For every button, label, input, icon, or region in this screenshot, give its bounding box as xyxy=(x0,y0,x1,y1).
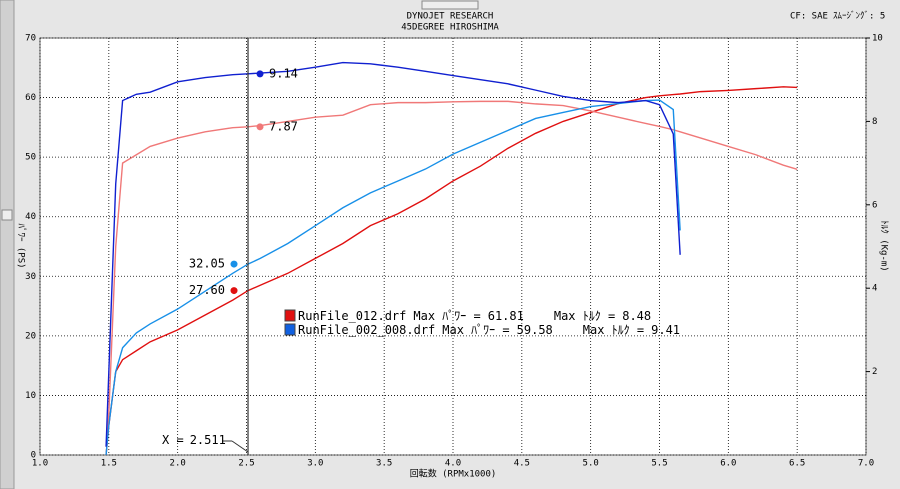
scroll-button[interactable] xyxy=(1,209,13,221)
value-label: 32.05 xyxy=(189,257,225,271)
x-tick-label: 3.0 xyxy=(307,459,323,469)
x-axis-label: 回転数 (RPMx1000) xyxy=(410,468,497,480)
subtitle: 45DEGREE HIROSHIMA xyxy=(401,23,499,33)
legend-power-text: Max ﾊﾟﾜｰ = xyxy=(413,309,480,323)
x-tick-label: 6.0 xyxy=(720,459,736,469)
left-scroll-strip xyxy=(0,0,15,489)
x-tick-label: 1.5 xyxy=(101,459,117,469)
y-tick-label: 40 xyxy=(25,212,36,222)
title: DYNOJET RESEARCH xyxy=(407,12,494,22)
legend-torque-text: Max ﾄﾙｸ = xyxy=(583,323,644,337)
y-tick-label: 60 xyxy=(25,93,36,103)
y-tick-label: 30 xyxy=(25,272,36,282)
series-line xyxy=(105,100,798,447)
legend-entry: RunFile_012.drf Max ﾊﾟﾜｰ = 61.81 Max ﾄﾙｸ = 8… xyxy=(298,309,651,323)
legend-torque-text: Max ﾄﾙｸ = xyxy=(554,309,615,323)
x-tick-label: 2.5 xyxy=(238,459,254,469)
legend-max-power: 59.58 xyxy=(517,323,553,337)
x-tick-label: 4.5 xyxy=(514,459,530,469)
x-tick-label: 6.5 xyxy=(789,459,805,469)
y-tick-label: 70 xyxy=(25,34,36,44)
y2-tick-label: 6 xyxy=(872,200,877,210)
y-tick-label: 20 xyxy=(25,331,36,341)
y2-axis-label: ﾄﾙｸ (Kg-m) xyxy=(879,220,890,271)
y-axis-label: ﾊﾟﾜｰ (PS) xyxy=(16,223,27,268)
legend-swatch xyxy=(284,323,296,336)
legend-name: RunFile_002_008.drf xyxy=(298,323,435,337)
legend-max-torque: 9.41 xyxy=(651,323,680,337)
cursor-label: X = 2.511 xyxy=(162,433,226,447)
legend-name: RunFile_012.drf xyxy=(298,309,406,323)
legend-entry: RunFile_002_008.drf Max ﾊﾟﾜｰ = 59.58 Max ﾄﾙ… xyxy=(298,323,680,337)
cursor-label-text: X = xyxy=(162,433,184,447)
y-tick-label: 0 xyxy=(31,451,36,461)
cursor-point xyxy=(256,70,264,78)
top-scroll-button[interactable] xyxy=(421,0,479,10)
x-tick-label: 5.5 xyxy=(651,459,667,469)
smoothing: ｽﾑｰｼﾞﾝｸﾞ: 5 xyxy=(833,11,885,22)
correction: CF: SAE xyxy=(790,12,828,22)
cursor-point xyxy=(256,123,264,131)
cursor-point xyxy=(230,260,238,268)
value-label: 9.14 xyxy=(269,66,298,80)
y-tick-label: 50 xyxy=(25,153,36,163)
x-tick-label: 7.0 xyxy=(858,459,874,469)
y2-tick-label: 8 xyxy=(872,117,877,127)
cursor-leader xyxy=(231,440,249,453)
x-tick-label: 5.0 xyxy=(583,459,599,469)
legend-max-torque: 8.48 xyxy=(622,309,651,323)
x-tick-label: 1.0 xyxy=(32,459,48,469)
x-tick-label: 3.5 xyxy=(376,459,392,469)
x-tick-label: 4.0 xyxy=(445,459,461,469)
y2-tick-label: 10 xyxy=(872,34,883,44)
cursor-label-value: 2.511 xyxy=(190,433,226,447)
x-tick-label: 2.0 xyxy=(170,459,186,469)
series-line xyxy=(105,99,681,456)
legend-power-text: Max ﾊﾟﾜｰ = xyxy=(442,323,509,337)
legend-max-power: 61.81 xyxy=(488,309,524,323)
value-label: 7.87 xyxy=(269,119,298,133)
cursor-point xyxy=(230,287,238,295)
legend-swatch xyxy=(284,309,296,322)
y-tick-label: 10 xyxy=(25,391,36,401)
value-label: 27.60 xyxy=(189,283,225,297)
y2-tick-label: 4 xyxy=(872,284,877,294)
series-line xyxy=(105,61,681,447)
series-line xyxy=(105,86,798,456)
y2-tick-label: 2 xyxy=(872,367,877,377)
